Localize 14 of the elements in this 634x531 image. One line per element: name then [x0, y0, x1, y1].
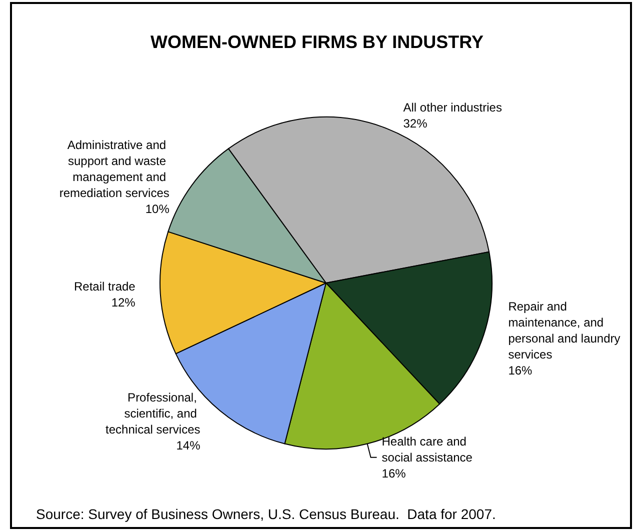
slice-label: Administrative and support and waste management and remediation services [59, 138, 170, 200]
slice-label: Health care and social assistance [382, 434, 473, 464]
data-label: 16% [508, 364, 533, 378]
source-note: Source: Survey of Business Owners, U.S. Census Bureau. Data for 2007. [36, 506, 496, 522]
data-label: 32% [403, 116, 428, 131]
slice-label: Retail trade [74, 279, 136, 294]
slice-label: Repair and maintenance, and personal and laundry services [508, 300, 624, 362]
slice-label: All other industries [403, 100, 502, 115]
chart-title: WOMEN-OWNED FIRMS BY INDUSTRY [150, 32, 484, 52]
slice-label: Professional, scientific, and technical services [106, 390, 200, 437]
data-label: 10% [145, 202, 170, 216]
data-label: 16% [382, 466, 406, 480]
data-label: 14% [176, 438, 201, 453]
data-label: 12% [111, 295, 136, 310]
